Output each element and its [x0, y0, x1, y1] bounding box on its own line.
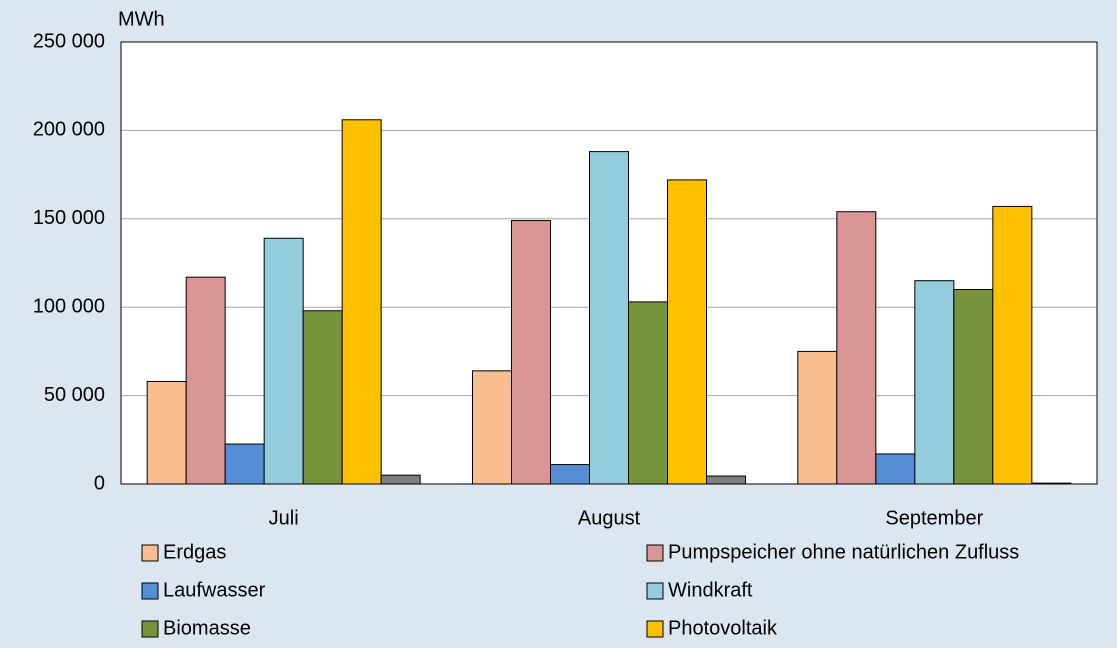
legend-label: Laufwasser — [163, 579, 266, 601]
bar — [146, 380, 187, 485]
bar — [1031, 482, 1072, 485]
y-tick-label: 250 000 — [33, 30, 105, 52]
bar — [797, 350, 838, 485]
y-tick-label: 200 000 — [33, 119, 105, 141]
bar — [472, 370, 512, 485]
bar — [628, 301, 668, 485]
bar — [706, 475, 746, 485]
y-tick-label: 50 000 — [44, 384, 105, 406]
legend-label: Windkraft — [668, 579, 753, 601]
bar — [185, 276, 226, 485]
legend-label: Erdgas — [163, 541, 226, 563]
legend-swatch — [141, 620, 159, 638]
x-tick-label: August — [578, 507, 641, 529]
y-tick-label: 150 000 — [33, 207, 105, 229]
legend-swatch — [646, 620, 664, 638]
legend-swatch — [646, 544, 664, 562]
bar — [302, 310, 343, 485]
legend-swatch — [141, 544, 159, 562]
bar — [992, 205, 1033, 485]
bar — [953, 289, 994, 485]
bar — [589, 151, 629, 485]
x-tick-label: September — [885, 507, 983, 529]
legend-label: Photovoltaik — [668, 617, 778, 639]
bar — [667, 179, 707, 485]
bar — [224, 443, 265, 485]
legend-label: Pumpspeicher ohne natürlichen Zufluss — [668, 541, 1019, 563]
legend-swatch — [646, 582, 664, 600]
y-tick-label: 100 000 — [33, 295, 105, 317]
x-tick-label: Juli — [269, 507, 299, 529]
bar — [380, 474, 421, 485]
bar — [550, 464, 590, 485]
bar — [511, 220, 551, 485]
legend-label: Biomasse — [163, 617, 251, 639]
bar — [341, 119, 382, 485]
bar — [836, 211, 877, 485]
bar — [263, 237, 304, 485]
bar — [914, 280, 955, 485]
bar — [875, 453, 916, 485]
y-tick-label: 0 — [94, 472, 105, 494]
legend-swatch — [141, 582, 159, 600]
y-axis-label: MWh — [118, 8, 165, 30]
